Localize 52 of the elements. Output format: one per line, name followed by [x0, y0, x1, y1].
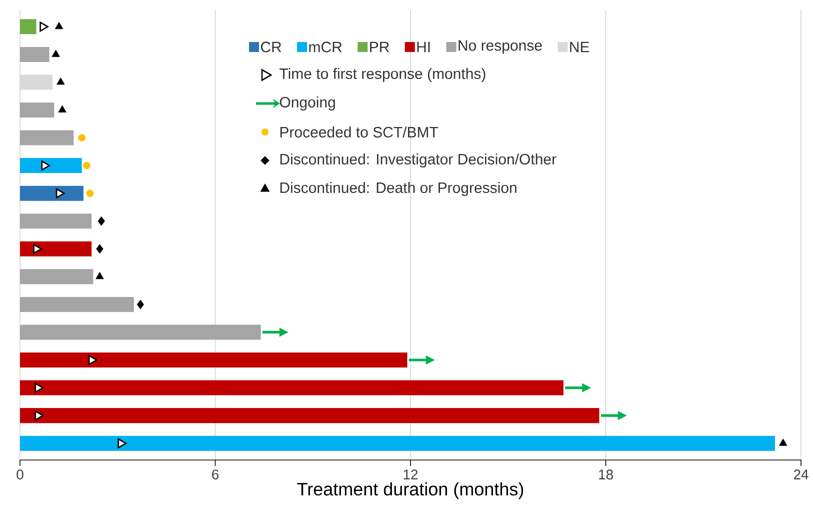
legend-label: NE — [570, 42, 590, 52]
x-tick-label: 0 — [16, 470, 24, 480]
legend-label: CR — [260, 42, 282, 52]
point — [118, 438, 127, 448]
bar — [20, 269, 94, 284]
x-tick-label: 18 — [599, 470, 613, 480]
legend-label: PR — [370, 42, 389, 52]
bar — [20, 19, 36, 34]
x-tick-label: 6 — [212, 470, 219, 480]
point — [136, 300, 144, 310]
x-tick-label: 12 — [404, 470, 418, 480]
point — [34, 382, 44, 393]
bar — [20, 352, 408, 368]
legend-label: Discontinued: Death or Progression — [280, 182, 516, 196]
point — [54, 22, 64, 30]
bar — [20, 380, 564, 396]
legend-label: Proceeded to SCT/BMT — [280, 126, 438, 138]
x-axis-title: Treatment duration (months) — [297, 482, 524, 500]
point — [56, 78, 65, 85]
x-tick-label: 24 — [794, 470, 808, 480]
point — [33, 244, 42, 254]
point — [86, 190, 94, 198]
legend-label: No response — [458, 40, 542, 54]
legend-label: Ongoing — [280, 96, 335, 110]
bar — [20, 130, 74, 146]
legend-label: mCR — [309, 42, 342, 52]
point — [96, 272, 104, 280]
bar — [20, 158, 82, 174]
point — [56, 188, 65, 198]
bar — [20, 436, 775, 451]
bar — [20, 241, 92, 256]
point — [78, 134, 86, 142]
point — [41, 160, 50, 171]
bar — [20, 324, 261, 340]
point — [98, 216, 105, 226]
point — [88, 355, 98, 365]
bar — [20, 408, 600, 424]
point — [58, 105, 66, 112]
point — [96, 244, 104, 254]
bar — [20, 296, 134, 312]
point — [34, 410, 44, 421]
point — [779, 438, 788, 446]
point — [40, 22, 48, 32]
point — [83, 162, 90, 170]
bar — [20, 186, 84, 201]
point — [52, 50, 60, 57]
legend-label: Time to first response (months) — [280, 68, 486, 82]
legend-label: Discontinued: Investigator Decision/Other — [280, 154, 556, 168]
bar — [20, 46, 50, 62]
bar — [20, 214, 92, 229]
legend-label: HI — [417, 42, 430, 52]
bar — [20, 102, 54, 118]
